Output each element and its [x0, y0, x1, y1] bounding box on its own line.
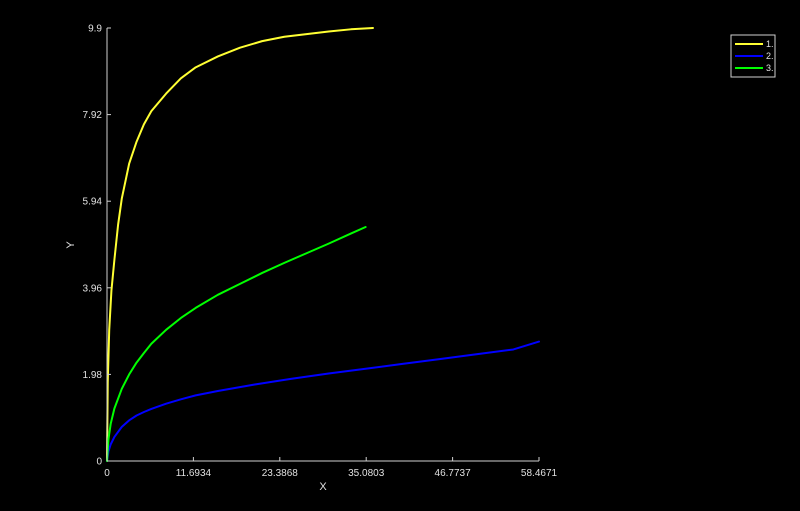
legend-label-1: 1.: [766, 39, 774, 49]
y-tick-label: 7.92: [83, 110, 103, 121]
axes: 0 11.6934 23.3868 35.0803 46.7737 58.4671 0 1.9…: [83, 24, 558, 480]
plot-area: [106, 27, 540, 462]
x-axis-label: X: [319, 481, 327, 493]
series-line-3: [106, 226, 367, 462]
x-tick-label: 58.4671: [521, 468, 558, 479]
series-line-2: [106, 340, 540, 462]
y-tick-label: 1.98: [83, 370, 103, 381]
x-tick-label: 46.7737: [435, 468, 472, 479]
y-tick-label: 3.96: [83, 283, 103, 294]
y-axis-label: Y: [65, 241, 77, 249]
x-tick-label: 0: [104, 468, 110, 479]
y-tick-label: 9.9: [88, 24, 102, 35]
series-line-1: [106, 27, 374, 462]
legend[interactable]: 1. 2. 3.: [730, 34, 776, 78]
x-tick-label: 23.3868: [262, 468, 299, 479]
legend-label-3: 3.: [766, 63, 774, 73]
x-tick-label: 11.6934: [176, 468, 212, 479]
x-tick-label: 35.0803: [348, 468, 385, 479]
y-tick-label: 0: [96, 457, 102, 468]
legend-label-2: 2.: [766, 51, 774, 61]
y-tick-label: 5.94: [83, 197, 103, 208]
